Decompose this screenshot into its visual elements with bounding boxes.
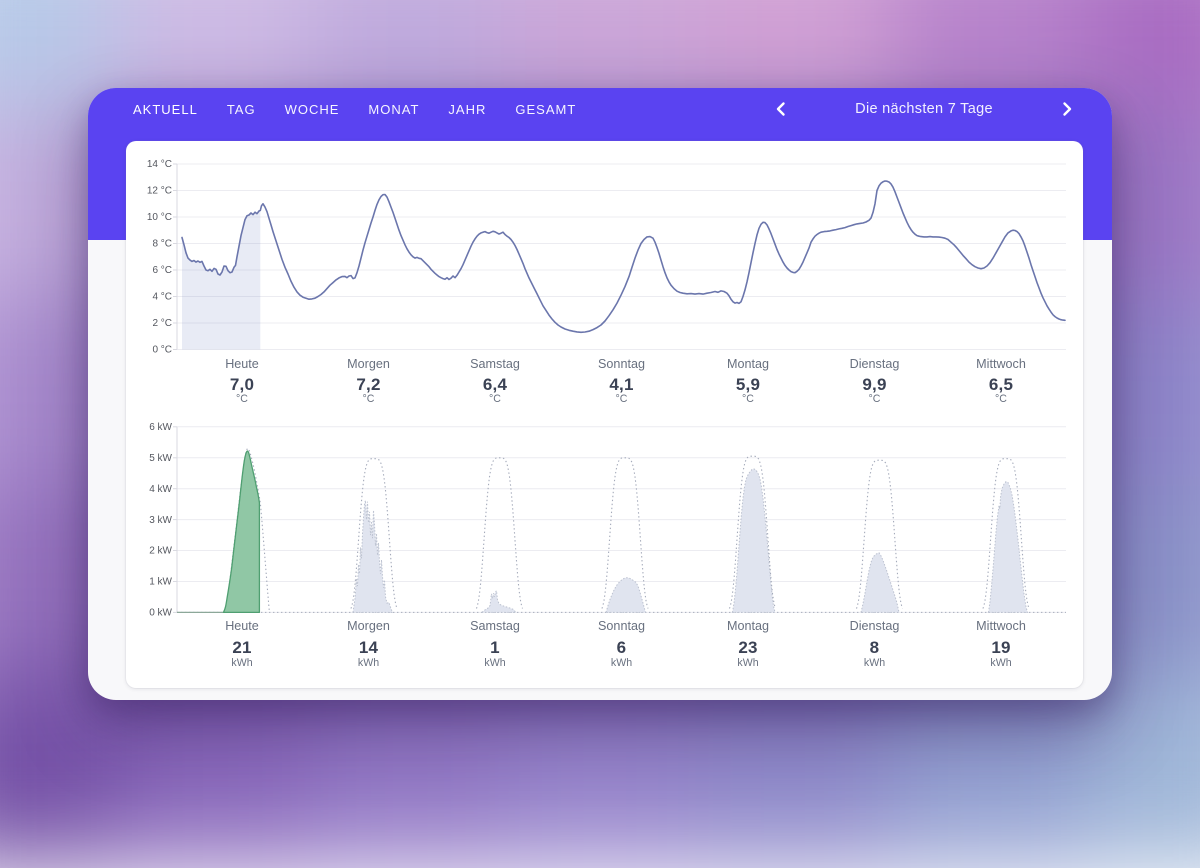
svg-text:8: 8: [870, 638, 880, 657]
svg-text:Sonntag: Sonntag: [598, 357, 645, 371]
svg-text:5,9: 5,9: [736, 375, 760, 394]
svg-text:0 °C: 0 °C: [152, 345, 172, 356]
svg-text:Dienstag: Dienstag: [850, 619, 900, 633]
svg-text:2 °C: 2 °C: [152, 318, 172, 329]
svg-text:Morgen: Morgen: [347, 357, 390, 371]
svg-text:8 °C: 8 °C: [152, 239, 172, 250]
svg-text:kWh: kWh: [864, 657, 885, 669]
svg-text:Morgen: Morgen: [347, 619, 390, 633]
svg-text:Montag: Montag: [727, 619, 769, 633]
svg-text:Mittwoch: Mittwoch: [976, 357, 1026, 371]
svg-text:Heute: Heute: [225, 619, 259, 633]
svg-text:12 °C: 12 °C: [147, 186, 172, 197]
svg-text:°C: °C: [742, 393, 754, 405]
svg-text:7,0: 7,0: [230, 375, 254, 394]
svg-text:Samstag: Samstag: [470, 619, 520, 633]
svg-text:21: 21: [232, 638, 251, 657]
svg-text:Sonntag: Sonntag: [598, 619, 645, 633]
svg-text:6,4: 6,4: [483, 375, 508, 394]
svg-text:0 kW: 0 kW: [149, 608, 172, 619]
svg-text:kWh: kWh: [358, 657, 379, 669]
svg-text:°C: °C: [995, 393, 1007, 405]
svg-text:kWh: kWh: [611, 657, 632, 669]
svg-text:°C: °C: [869, 393, 881, 405]
svg-text:Samstag: Samstag: [470, 357, 520, 371]
svg-text:7,2: 7,2: [356, 375, 380, 394]
svg-text:Dienstag: Dienstag: [850, 357, 900, 371]
svg-text:23: 23: [738, 638, 757, 657]
svg-text:6,5: 6,5: [989, 375, 1013, 394]
svg-text:5 kW: 5 kW: [149, 453, 172, 464]
svg-text:4,1: 4,1: [609, 375, 633, 394]
svg-text:Heute: Heute: [225, 357, 259, 371]
svg-text:6 kW: 6 kW: [149, 422, 172, 433]
svg-text:3 kW: 3 kW: [149, 515, 172, 526]
svg-text:1 kW: 1 kW: [149, 577, 172, 588]
svg-text:4 °C: 4 °C: [152, 292, 172, 303]
svg-text:14: 14: [359, 638, 379, 657]
svg-text:kWh: kWh: [231, 657, 252, 669]
svg-text:Mittwoch: Mittwoch: [976, 619, 1026, 633]
svg-text:2 kW: 2 kW: [149, 546, 172, 557]
svg-text:°C: °C: [489, 393, 501, 405]
svg-text:6 °C: 6 °C: [152, 265, 172, 276]
svg-text:19: 19: [991, 638, 1010, 657]
svg-text:°C: °C: [616, 393, 628, 405]
svg-text:6: 6: [617, 638, 627, 657]
svg-text:4 kW: 4 kW: [149, 484, 172, 495]
svg-text:kWh: kWh: [737, 657, 758, 669]
svg-text:14 °C: 14 °C: [147, 159, 172, 170]
svg-text:°C: °C: [236, 393, 248, 405]
svg-text:10 °C: 10 °C: [147, 212, 172, 223]
svg-text:Montag: Montag: [727, 357, 769, 371]
svg-text:°C: °C: [363, 393, 375, 405]
svg-text:kWh: kWh: [990, 657, 1011, 669]
svg-text:9,9: 9,9: [862, 375, 886, 394]
svg-text:1: 1: [490, 638, 500, 657]
svg-text:kWh: kWh: [484, 657, 505, 669]
